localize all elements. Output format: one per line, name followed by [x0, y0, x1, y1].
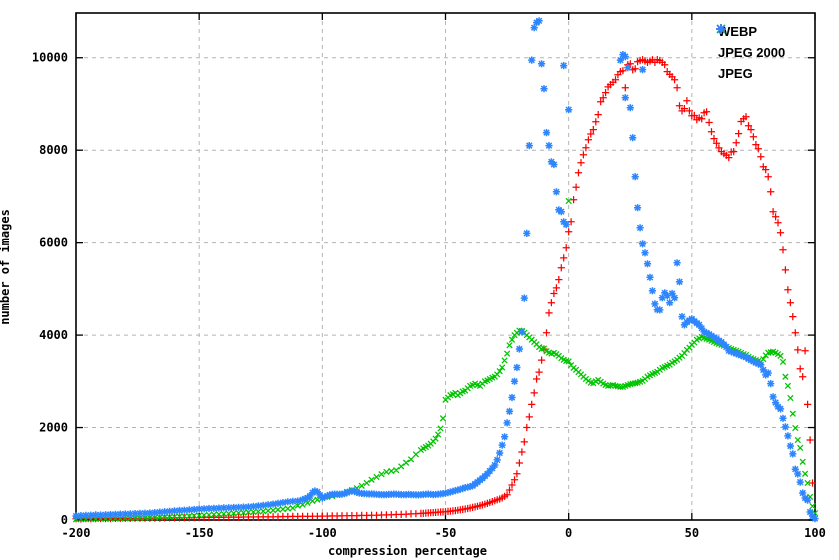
tick-label: -200	[62, 526, 91, 540]
tick-label: -100	[308, 526, 337, 540]
jpeg-marker-icon	[716, 24, 726, 34]
series-points	[72, 56, 817, 523]
tick-label: 2000	[39, 421, 68, 435]
series-webp	[72, 56, 817, 523]
x-tick-labels: -200 -150 -100 -50 0 50 100	[62, 526, 826, 540]
tick-label: 10000	[32, 51, 68, 65]
series-jpeg	[72, 17, 819, 523]
tick-label: 50	[685, 526, 699, 540]
tick-label: -150	[185, 526, 214, 540]
axis-ticks	[75, 13, 816, 521]
legend-item-jpeg2000: JPEG 2000	[712, 24, 786, 63]
x-axis-title: compression percentage	[328, 544, 487, 558]
y-tick-labels: 0 2000 4000 6000 8000 10000	[32, 51, 68, 527]
y-axis-title: number of images	[0, 209, 12, 325]
tick-label: 0	[565, 526, 572, 540]
x-gridlines	[198, 13, 816, 520]
plot-frame	[75, 12, 816, 521]
tick-label: 100	[804, 526, 826, 540]
legend-label-jpeg2000: JPEG 2000	[718, 45, 786, 60]
y-gridlines	[76, 57, 815, 429]
series-points	[72, 17, 819, 523]
legend-item-jpeg: JPEG	[712, 24, 785, 84]
legend-label-jpeg: JPEG	[718, 66, 753, 81]
tick-label: 0	[61, 513, 68, 527]
legend-label-webp: WEBP	[718, 24, 757, 39]
tick-label: 8000	[39, 143, 68, 157]
tick-label: 6000	[39, 236, 68, 250]
tick-label: -50	[435, 526, 457, 540]
tick-label: 4000	[39, 328, 68, 342]
legend: WEBP JPEG 2000 JPEG	[712, 21, 785, 84]
